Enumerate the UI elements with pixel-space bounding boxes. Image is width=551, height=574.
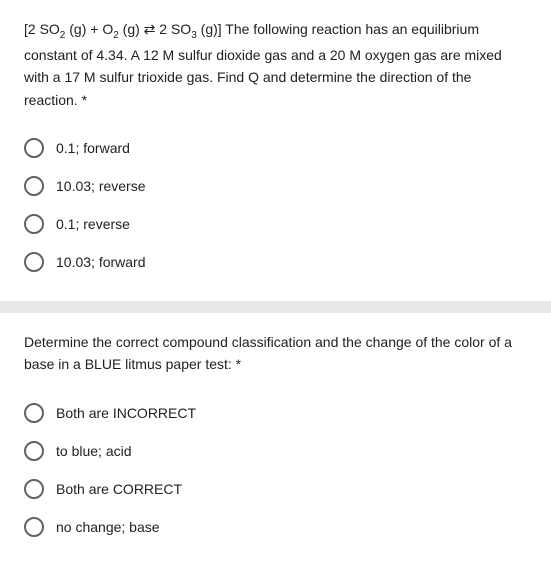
question-1-text: [2 SO2 (g) + O2 (g) ⇄ 2 SO3 (g)] The fol…: [24, 18, 527, 111]
option-item[interactable]: no change; base: [24, 508, 527, 546]
q1-text-part: (g) ⇄ 2 SO: [119, 21, 191, 37]
radio-icon: [24, 517, 44, 537]
q1-text-part: (g) + O: [65, 21, 113, 37]
option-item[interactable]: Both are CORRECT: [24, 470, 527, 508]
section-divider: [0, 301, 551, 313]
radio-icon: [24, 479, 44, 499]
radio-icon: [24, 441, 44, 461]
option-label: 10.03; reverse: [56, 178, 146, 194]
option-label: 10.03; forward: [56, 254, 146, 270]
option-label: Both are INCORRECT: [56, 405, 196, 421]
radio-icon: [24, 214, 44, 234]
option-item[interactable]: to blue; acid: [24, 432, 527, 470]
option-item[interactable]: 0.1; forward: [24, 129, 527, 167]
option-label: no change; base: [56, 519, 160, 535]
radio-icon: [24, 138, 44, 158]
question-2-text: Determine the correct compound classific…: [24, 331, 527, 376]
radio-icon: [24, 176, 44, 196]
option-item[interactable]: 10.03; forward: [24, 243, 527, 281]
question-2-block: Determine the correct compound classific…: [0, 313, 551, 566]
radio-icon: [24, 252, 44, 272]
option-label: 0.1; reverse: [56, 216, 130, 232]
q1-text-part: [2 SO: [24, 21, 60, 37]
question-1-block: [2 SO2 (g) + O2 (g) ⇄ 2 SO3 (g)] The fol…: [0, 0, 551, 301]
option-label: to blue; acid: [56, 443, 132, 459]
question-1-options: 0.1; forward 10.03; reverse 0.1; reverse…: [24, 129, 527, 281]
option-item[interactable]: 0.1; reverse: [24, 205, 527, 243]
question-2-options: Both are INCORRECT to blue; acid Both ar…: [24, 394, 527, 546]
radio-icon: [24, 403, 44, 423]
option-label: Both are CORRECT: [56, 481, 182, 497]
option-item[interactable]: 10.03; reverse: [24, 167, 527, 205]
option-item[interactable]: Both are INCORRECT: [24, 394, 527, 432]
option-label: 0.1; forward: [56, 140, 130, 156]
